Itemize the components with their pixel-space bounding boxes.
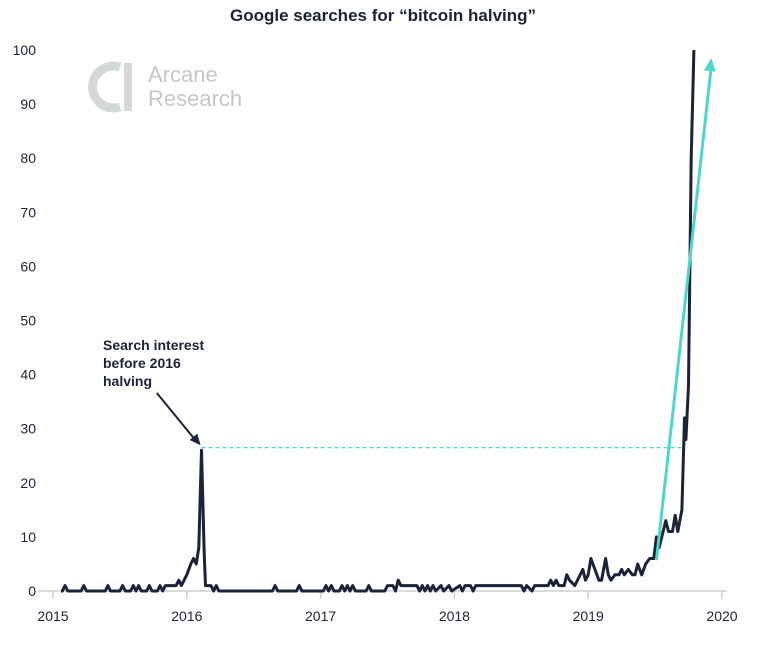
- y-tick-label: 70: [20, 204, 36, 220]
- y-tick-label: 60: [20, 258, 36, 274]
- annotation-text: halving: [103, 373, 152, 389]
- logo-text-1: Arcane: [148, 62, 218, 87]
- y-tick-label: 0: [28, 583, 36, 599]
- logo: Arcane Research: [88, 61, 242, 113]
- chart-title: Google searches for “bitcoin halving”: [229, 6, 537, 25]
- x-tick-label: 2020: [706, 608, 737, 624]
- y-tick-label: 30: [20, 421, 36, 437]
- logo-mark-bar: [124, 63, 132, 111]
- x-tick-label: 2017: [305, 608, 336, 624]
- annotation-text: Search interest: [103, 337, 204, 353]
- y-tick-label: 50: [20, 313, 36, 329]
- y-tick-label: 10: [20, 529, 36, 545]
- annotation-text: before 2016: [103, 355, 181, 371]
- logo-mark: [88, 61, 122, 113]
- annotation-arrow-line: [156, 392, 197, 441]
- y-tick-label: 100: [13, 42, 37, 58]
- y-tick-label: 80: [20, 150, 36, 166]
- x-tick-label: 2018: [439, 608, 470, 624]
- x-tick-label: 2015: [37, 608, 68, 624]
- x-tick-label: 2019: [573, 608, 604, 624]
- y-tick-label: 90: [20, 96, 36, 112]
- y-tick-label: 20: [20, 475, 36, 491]
- x-tick-label: 2016: [171, 608, 202, 624]
- logo-text-2: Research: [148, 86, 242, 111]
- search-interest-line: [60, 49, 696, 593]
- annotation-arrow-head: [189, 433, 201, 446]
- y-tick-label: 40: [20, 367, 36, 383]
- trend-arrow-head: [703, 58, 716, 72]
- trend-arrow-line: [654, 65, 713, 561]
